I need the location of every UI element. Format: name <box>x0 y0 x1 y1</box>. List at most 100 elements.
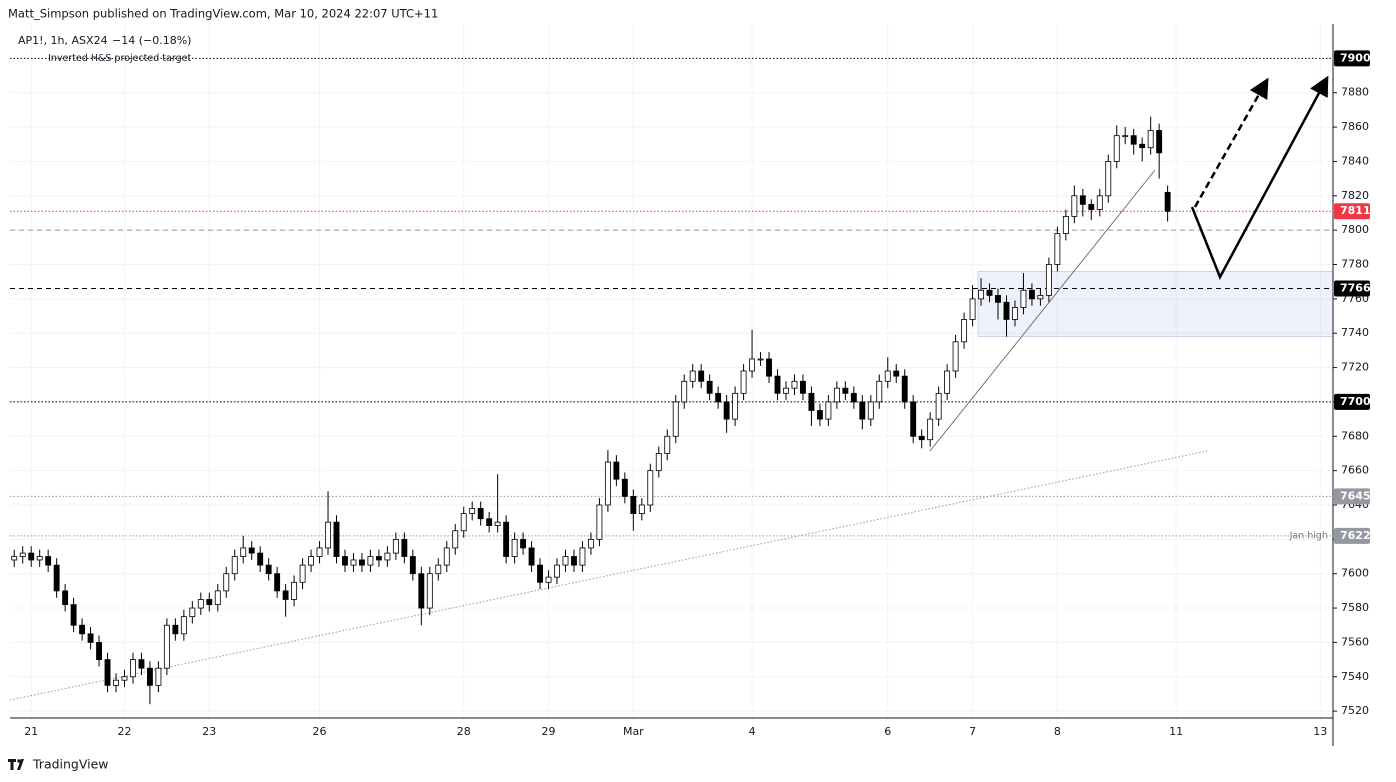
candle-body <box>587 538 594 549</box>
candle-body <box>520 538 527 549</box>
candle-body <box>308 556 315 566</box>
candle-body <box>961 319 968 343</box>
change: −14 (−0.18%) <box>112 34 191 47</box>
candle-body <box>1130 135 1137 145</box>
candle-body <box>766 358 772 377</box>
candle-body <box>876 380 883 403</box>
y-tick-label: 7600 <box>1341 567 1369 580</box>
candle-body <box>604 461 611 506</box>
candle-body <box>562 556 569 566</box>
x-tick-label: 6 <box>884 725 891 738</box>
candle-body <box>359 559 365 566</box>
candle-body <box>121 676 128 681</box>
y-tick-label: 7880 <box>1341 86 1369 99</box>
trend-line <box>9 450 1208 701</box>
candle-body <box>537 564 543 583</box>
candle-body <box>214 590 221 606</box>
candle-body <box>79 624 86 635</box>
candle-body <box>265 564 272 575</box>
candle-body <box>918 435 925 441</box>
candle-body <box>274 573 281 592</box>
candle-body <box>978 289 984 300</box>
x-tick-label: Mar <box>623 725 644 738</box>
candle-body <box>825 401 832 420</box>
candle-body <box>749 358 756 372</box>
candle-body <box>833 387 840 403</box>
candle-body <box>986 289 993 296</box>
price-box <box>1334 280 1370 297</box>
footer-brand: TradingView <box>32 757 109 772</box>
price-box-label: 7622 <box>1340 529 1371 542</box>
y-tick-label: 7860 <box>1341 120 1369 133</box>
candle-body <box>1062 215 1069 234</box>
candle-body <box>545 576 552 583</box>
price-box-label: 7645 <box>1340 489 1371 502</box>
candle-body <box>87 633 94 643</box>
candle-body <box>1003 301 1010 320</box>
candle-body <box>299 564 306 583</box>
candle-body <box>621 478 628 497</box>
price-axis-bg <box>1333 0 1396 782</box>
price-box-label: 7766 <box>1340 282 1371 295</box>
level-note: Inverted H&S projected target <box>48 53 191 64</box>
candle-body <box>477 508 484 520</box>
candle-body <box>316 547 323 557</box>
candle-body <box>435 564 442 575</box>
candle-body <box>630 496 637 514</box>
y-tick-label: 7560 <box>1341 635 1369 648</box>
candle-body <box>1096 195 1103 210</box>
projection-arrow <box>1190 75 1329 280</box>
candle-body <box>197 599 204 609</box>
candle-body <box>163 624 170 669</box>
candle-body <box>647 470 654 506</box>
candle-body <box>342 556 348 566</box>
candle-body <box>45 556 52 566</box>
candle-body <box>715 392 722 403</box>
candle-body <box>1147 130 1154 149</box>
logo <box>8 759 24 770</box>
candle-body <box>1105 161 1112 197</box>
candle-body <box>172 624 179 635</box>
candle-body <box>816 410 823 420</box>
candle-body <box>783 387 789 394</box>
candle-body <box>689 370 696 382</box>
candle-body <box>1012 307 1018 320</box>
candle-body <box>800 380 806 394</box>
candle-body <box>1122 135 1129 138</box>
candle-body <box>664 435 671 454</box>
candle-body <box>418 573 425 609</box>
candle-body <box>774 375 781 394</box>
candle-body <box>469 508 476 514</box>
candle-body <box>443 547 450 566</box>
x-tick-label: 21 <box>24 725 38 738</box>
levels: Inverted H&S projected target Jan high <box>10 53 1333 541</box>
price-box-label: 7811 <box>1340 204 1371 217</box>
candle-body <box>927 418 934 441</box>
candle-body <box>655 453 662 472</box>
y-tick-label: 7740 <box>1341 326 1369 339</box>
y-tick-label: 7660 <box>1341 464 1369 477</box>
candle-body <box>1054 233 1061 265</box>
candle-body <box>740 370 747 394</box>
candle-body <box>11 556 18 561</box>
price-box <box>1334 50 1370 67</box>
candle-body <box>1020 289 1027 308</box>
x-tick-label: 4 <box>749 725 756 738</box>
candle-body <box>808 392 815 411</box>
x-tick-label: 28 <box>457 725 471 738</box>
price-box <box>1334 488 1370 505</box>
x-tick-label: 11 <box>1169 725 1183 738</box>
candle-body <box>70 604 77 626</box>
candle-body <box>104 659 111 686</box>
candle-body <box>638 504 645 514</box>
candle-body <box>350 559 357 566</box>
candle-body <box>1037 295 1044 300</box>
candle-body <box>723 401 730 420</box>
candle-body <box>240 547 247 557</box>
candle-body <box>944 370 951 394</box>
candle-body <box>596 504 603 540</box>
y-tick-label: 7780 <box>1341 257 1369 270</box>
x-tick-label: 13 <box>1313 725 1327 738</box>
candle-body <box>681 380 688 403</box>
y-tick-label: 7680 <box>1341 429 1369 442</box>
